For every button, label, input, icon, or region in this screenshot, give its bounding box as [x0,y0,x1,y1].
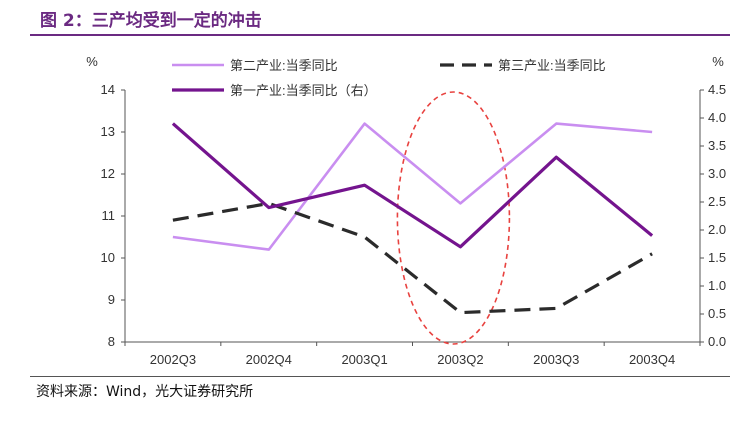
right-tick-label: 1.0 [708,278,726,293]
x-tick-label: 2003Q2 [437,352,483,367]
right-tick-label: 3.5 [708,138,726,153]
source-divider [30,376,730,377]
series-line-3 [171,122,654,249]
right-tick-label: 3.0 [708,166,726,181]
source-note: 资料来源：Wind，光大证券研究所 [36,384,254,400]
left-tick-label: 11 [102,208,116,223]
legend-label: 第一产业:当季同比（右） [230,83,377,98]
highlight-ellipse-layer [396,91,511,345]
left-tick-label: 13 [101,124,115,139]
axes: 8 9 10 11 12 13 14 0.0 0.5 1.0 1.5 2.0 2.5 3.0 3.5 4.0 4… [86,54,726,367]
legend-label: 第三产业:当季同比 [498,58,606,73]
highlight-ellipse [396,91,511,345]
x-tick-label: 2002Q4 [246,352,292,367]
left-tick-label: 8 [108,334,115,349]
title-divider [30,34,730,36]
series-line-1 [172,122,653,251]
left-tick-label: 10 [101,250,115,265]
right-tick-label: 0.5 [708,306,726,321]
left-tick-label: 14 [101,82,115,97]
right-tick-label: 2.0 [708,222,726,237]
right-tick-label: 2.5 [708,194,726,209]
figure-title: 图 2：三产均受到一定的冲击 [40,11,262,31]
x-tick-label: 2002Q3 [150,352,196,367]
right-axis-unit: % [712,54,724,69]
left-tick-label: 9 [108,292,115,307]
x-tick-label: 2003Q1 [341,352,387,367]
right-tick-label: 4.5 [708,82,726,97]
legend-label: 第二产业:当季同比 [230,58,338,73]
left-tick-label: 12 [101,166,115,181]
right-tick-label: 4.0 [708,110,726,125]
x-tick-label: 2003Q4 [629,352,675,367]
left-axis-unit: % [86,54,98,69]
series-lines [171,122,654,315]
right-tick-label: 1.5 [708,250,726,265]
right-tick-label: 0.0 [708,334,726,349]
series-line-2 [172,201,653,315]
x-tick-label: 2003Q3 [533,352,579,367]
